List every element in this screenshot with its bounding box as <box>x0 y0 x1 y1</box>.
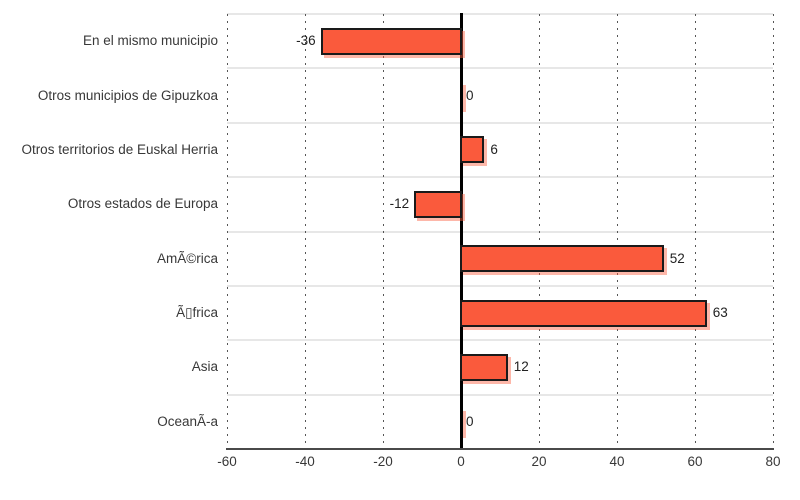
x-tick-label: 60 <box>687 454 703 469</box>
category-label: OceanÃ-a <box>157 413 218 429</box>
category-label: Otros municipios de Gipuzkoa <box>37 87 218 103</box>
x-axis-line <box>226 448 774 450</box>
x-gridline <box>226 14 228 449</box>
bar <box>414 190 462 218</box>
bar <box>460 353 508 381</box>
category-label: Otros territorios de Euskal Herria <box>21 141 218 157</box>
category-label: En el mismo municipio <box>82 33 218 49</box>
category-label: Otros estados de Europa <box>67 196 218 212</box>
x-gridline <box>616 14 618 449</box>
zero-axis-line <box>459 13 463 449</box>
row-separator-line <box>227 230 773 233</box>
row-separator-line <box>227 13 773 15</box>
category-label: Asia <box>191 359 218 375</box>
x-tick-label: 80 <box>765 454 781 469</box>
bar-value-label: 12 <box>513 359 529 375</box>
x-tick-label: 40 <box>609 454 625 469</box>
bar-value-label: 52 <box>669 250 685 266</box>
x-tick-label: 20 <box>531 454 547 469</box>
category-label: Ã▯frica <box>176 305 218 321</box>
row-separator-line <box>227 121 773 124</box>
x-gridline <box>694 14 696 449</box>
bar <box>460 136 485 164</box>
bar-value-label: -12 <box>389 196 410 212</box>
bar-value-label: -36 <box>296 33 316 49</box>
x-tick-label: 0 <box>457 454 465 469</box>
bar-value-label: 0 <box>466 413 474 429</box>
category-label: AmÃ©rica <box>157 250 218 266</box>
bar <box>459 408 463 436</box>
bar-value-label: 6 <box>490 141 498 157</box>
x-tick-label: -60 <box>217 454 237 469</box>
bar <box>460 245 664 273</box>
bar-value-label: 0 <box>466 87 474 103</box>
x-tick-label: -20 <box>373 454 393 469</box>
x-gridline <box>382 14 384 449</box>
bar <box>320 27 462 55</box>
row-separator-line <box>227 339 773 342</box>
row-separator-line <box>227 176 773 179</box>
bar-value-label: 63 <box>712 305 728 321</box>
x-gridline <box>538 14 540 449</box>
x-gridline <box>772 14 774 449</box>
row-separator-line <box>227 67 773 70</box>
x-tick-label: -40 <box>295 454 315 469</box>
bar <box>459 82 463 110</box>
x-gridline <box>304 14 306 449</box>
bar <box>460 299 707 327</box>
row-separator-line <box>227 284 773 287</box>
row-separator-line <box>227 393 773 396</box>
